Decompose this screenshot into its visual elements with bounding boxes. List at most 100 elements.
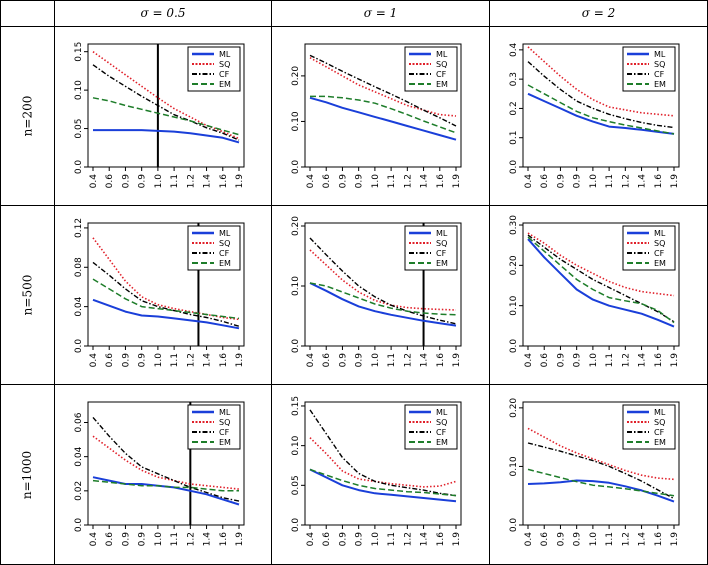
x-tick-label: 1.4: [203, 532, 213, 547]
x-tick-label: 1.1: [605, 174, 615, 188]
x-tick-label: 0.4: [524, 353, 534, 368]
x-tick-label: 0.6: [540, 353, 550, 368]
legend-label-cf: CF: [654, 249, 665, 258]
legend-label-cf: CF: [654, 428, 665, 437]
chart-n200-sigma-2: 0.0 0.1 0.2 0.3 0.4 0.4 0.6 0.9 0.9 1.0 1.1 1.2 1.4 1…: [509, 42, 680, 189]
y-tick-label: 0.0: [291, 518, 301, 533]
legend-label-em: EM: [219, 438, 231, 447]
y-tick-label: 0.0: [74, 160, 84, 175]
chart-n1000-sigma-2: 0.0 0.10 0.20 0.4 0.6 0.9 0.9 1.0 1.1 1.2 1.4 1.6 1.…: [509, 398, 680, 547]
col-header-sigma-1: σ = 1: [363, 6, 398, 20]
x-tick-label: 1.9: [670, 532, 680, 547]
series-line-sq: [309, 249, 457, 311]
y-tick-label: 0.02: [74, 481, 84, 501]
x-tick-label: 1.2: [403, 353, 413, 367]
x-tick-label: 1.2: [186, 174, 196, 188]
plot-frame: [87, 401, 245, 526]
legend-label-ml: ML: [436, 408, 448, 417]
x-tick-label: 1.9: [670, 174, 680, 189]
x-tick-label: 1.0: [589, 353, 599, 368]
x-tick-label: 1.1: [387, 353, 397, 367]
x-tick-label: 1.6: [219, 353, 229, 368]
series-line-ml: [527, 92, 675, 135]
legend-label-sq: SQ: [219, 60, 230, 69]
x-tick-label: 1.0: [371, 174, 381, 189]
series-line-sq: [92, 51, 240, 140]
series-line-em: [92, 97, 240, 136]
x-tick-label: 0.6: [322, 174, 332, 189]
x-tick-label: 0.6: [322, 532, 332, 547]
series-line-em: [527, 84, 675, 135]
series-line-em: [527, 236, 675, 324]
legend-label-cf: CF: [436, 428, 447, 437]
x-tick-label: 1.0: [154, 174, 164, 189]
y-tick-label: 0.0: [509, 160, 519, 175]
legend-label-ml: ML: [219, 229, 231, 238]
legend-label-sq: SQ: [436, 418, 447, 427]
legend-label-sq: SQ: [654, 239, 665, 248]
x-tick-label: 1.1: [605, 532, 615, 546]
legend-label-cf: CF: [219, 428, 230, 437]
x-tick-label: 1.1: [387, 174, 397, 188]
y-tick-label: 0.3: [509, 72, 519, 86]
legend-label-cf: CF: [219, 70, 230, 79]
x-tick-label: 0.9: [121, 174, 131, 189]
series-line-ml: [309, 468, 457, 503]
x-tick-label: 1.0: [154, 353, 164, 368]
series-line-ml: [309, 282, 457, 327]
x-tick-label: 1.4: [638, 174, 648, 189]
legend-label-sq: SQ: [654, 60, 665, 69]
x-tick-label: 0.9: [573, 174, 583, 189]
series-line-ml: [93, 129, 240, 144]
legend-label-em: EM: [654, 259, 666, 268]
plot-frame: [304, 222, 462, 347]
x-tick-label: 1.1: [170, 353, 180, 367]
x-tick-label: 1.2: [403, 174, 413, 188]
y-tick-label: 0.10: [291, 111, 301, 131]
x-tick-label: 0.9: [556, 353, 566, 368]
x-tick-label: 0.9: [556, 532, 566, 547]
y-tick-label: 0.04: [74, 446, 84, 466]
row-header-n500-text: n=500: [20, 274, 34, 316]
x-tick-label: 0.6: [105, 353, 115, 368]
series-line-sq: [309, 57, 457, 117]
legend-label-cf: CF: [219, 249, 230, 258]
y-tick-label: 0.20: [291, 66, 301, 86]
x-tick-label: 0.4: [89, 353, 99, 368]
x-tick-label: 1.6: [654, 353, 664, 368]
x-tick-label: 1.0: [371, 532, 381, 547]
x-tick-label: 1.1: [170, 174, 180, 188]
x-tick-label: 1.9: [235, 353, 245, 368]
x-tick-label: 1.9: [452, 532, 462, 547]
x-tick-label: 1.9: [235, 174, 245, 189]
y-tick-label: 0.20: [291, 216, 301, 236]
legend-label-ml: ML: [654, 50, 666, 59]
x-tick-label: 0.9: [355, 532, 365, 547]
x-tick-label: 0.6: [540, 174, 550, 189]
series-line-cf: [92, 261, 240, 327]
plot-frame: [522, 43, 680, 168]
x-tick-label: 0.6: [105, 532, 115, 547]
row-header-n200-text: n=200: [20, 95, 34, 137]
legend-label-ml: ML: [436, 50, 448, 59]
series-line-cf: [92, 64, 240, 141]
y-tick-label: 0.12: [74, 218, 84, 238]
x-tick-label: 0.9: [573, 353, 583, 368]
y-tick-label: 0.10: [291, 276, 301, 296]
row-header-n500: n=500: [0, 206, 54, 384]
series-line-cf: [309, 237, 457, 325]
x-tick-label: 1.6: [436, 353, 446, 368]
col-divider-0: [54, 0, 55, 565]
col-header-sigma-2: σ = 2: [581, 6, 616, 20]
x-tick-label: 0.4: [89, 174, 99, 189]
x-tick-label: 0.6: [540, 532, 550, 547]
legend-label-cf: CF: [654, 70, 665, 79]
series-line-sq: [92, 435, 240, 490]
plot-frame: [304, 401, 462, 526]
chart-n500-sigma-1: 0.0 0.10 0.20 0.4 0.6 0.9 0.9 1.0 1.1 1.2 1.4 1.6 1.…: [291, 216, 462, 368]
y-tick-label: 0.15: [291, 396, 301, 416]
series-line-ml: [309, 96, 457, 141]
x-tick-label: 1.1: [605, 353, 615, 367]
plot-frame: [87, 222, 245, 347]
y-tick-label: 0.08: [74, 257, 84, 277]
